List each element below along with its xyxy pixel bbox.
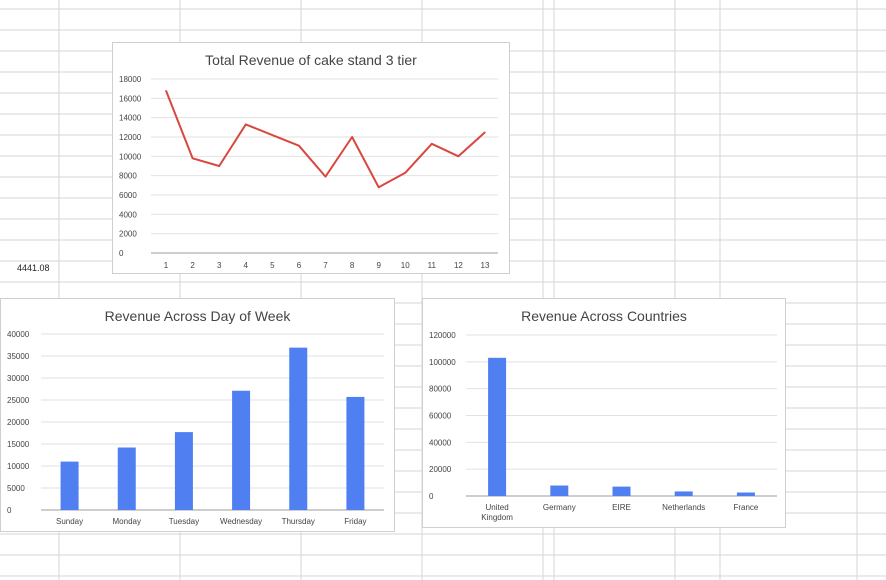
line-chart-y-tick-label: 14000 bbox=[119, 114, 142, 123]
day-chart-bar bbox=[60, 461, 79, 510]
line-chart-y-tick-label: 18000 bbox=[119, 75, 142, 84]
line-chart-y-tick-label: 4000 bbox=[119, 210, 137, 219]
line-chart-x-tick-label: 7 bbox=[323, 261, 328, 270]
day-chart-bar bbox=[289, 347, 308, 510]
line-chart-x-tick-label: 6 bbox=[297, 261, 302, 270]
day-chart-y-tick-label: 0 bbox=[7, 506, 12, 515]
country-chart-bar bbox=[674, 491, 693, 496]
country-chart-x-tick-label: France bbox=[733, 503, 758, 512]
line-chart-series-line bbox=[165, 90, 486, 189]
country-chart-x-tick-label: United Kingdom bbox=[481, 503, 513, 522]
line-chart-x-tick-label: 3 bbox=[217, 261, 222, 270]
line-chart-y-tick-label: 2000 bbox=[119, 230, 137, 239]
country-chart-bar bbox=[736, 492, 755, 496]
line-chart-point bbox=[324, 176, 327, 178]
line-chart-y-tick-label: 0 bbox=[119, 249, 124, 258]
day-chart-y-tick-label: 10000 bbox=[7, 462, 30, 471]
day-chart-y-tick-label: 15000 bbox=[7, 440, 30, 449]
day-chart-y-tick-label: 35000 bbox=[7, 352, 30, 361]
line-chart-x-tick-label: 9 bbox=[376, 261, 381, 270]
country-chart-x-tick-label: Netherlands bbox=[662, 503, 705, 512]
line-chart-y-tick-label: 12000 bbox=[119, 133, 142, 142]
country-chart-bar bbox=[612, 486, 631, 496]
day-chart-y-tick-label: 5000 bbox=[7, 484, 25, 493]
line-chart-x-tick-label: 8 bbox=[350, 261, 355, 270]
day-chart-y-tick-label: 20000 bbox=[7, 418, 30, 427]
line-chart-panel[interactable]: Total Revenue of cake stand 3 tier 0 2000… bbox=[112, 42, 510, 274]
day-chart-bar bbox=[117, 447, 136, 510]
line-chart-point bbox=[378, 186, 380, 188]
line-chart: 0 2000 4000 6000 8000 10000 12000 14000 16000 180… bbox=[119, 75, 498, 270]
day-chart-x-tick-label: Tuesday bbox=[169, 517, 199, 526]
line-chart-point bbox=[431, 143, 433, 145]
country-chart-bar bbox=[550, 485, 569, 496]
day-chart-x-tick-label: Sunday bbox=[56, 517, 83, 526]
day-chart-y-tick-label: 25000 bbox=[7, 396, 30, 405]
day-chart-bar bbox=[346, 396, 365, 510]
cell-value[interactable]: 4441.08 bbox=[17, 263, 50, 273]
line-chart-point bbox=[165, 90, 167, 92]
line-chart-point bbox=[191, 157, 194, 159]
country-chart-y-tick-label: 80000 bbox=[429, 385, 452, 394]
country-chart-x-tick-label: EIRE bbox=[612, 503, 631, 512]
line-chart-y-tick-label: 6000 bbox=[119, 191, 137, 200]
country-chart-y-tick-label: 0 bbox=[429, 492, 434, 501]
line-chart-y-tick-label: 10000 bbox=[119, 152, 142, 161]
line-chart-y-tick-label: 8000 bbox=[119, 172, 137, 181]
line-chart-point bbox=[245, 123, 247, 126]
country-chart-bar bbox=[488, 357, 507, 496]
line-chart-x-tick-label: 2 bbox=[190, 261, 195, 270]
day-of-week-chart-panel[interactable]: Revenue Across Day of Week 0 5000 10000 150… bbox=[0, 298, 395, 532]
day-chart-x-tick-label: Monday bbox=[113, 517, 141, 526]
line-chart-point bbox=[457, 155, 460, 157]
line-chart-x-tick-label: 5 bbox=[270, 261, 275, 270]
day-chart-title: Revenue Across Day of Week bbox=[104, 308, 291, 324]
country-bar-chart: 0 20000 40000 60000 80000 100000 120000 United K… bbox=[429, 331, 777, 522]
country-chart-x-tick-label: Germany bbox=[543, 503, 576, 512]
line-chart-point bbox=[271, 134, 273, 136]
country-chart-y-tick-label: 60000 bbox=[429, 412, 452, 421]
line-chart-x-tick-label: 12 bbox=[454, 261, 463, 270]
day-chart-x-tick-label: Friday bbox=[344, 517, 366, 526]
day-chart-x-tick-label: Thursday bbox=[282, 517, 315, 526]
country-chart-title: Revenue Across Countries bbox=[521, 308, 687, 324]
line-chart-point bbox=[351, 136, 353, 138]
line-chart-point bbox=[298, 145, 300, 147]
line-chart-x-tick-label: 4 bbox=[244, 261, 249, 270]
line-chart-x-tick-label: 10 bbox=[401, 261, 410, 270]
day-chart-bar bbox=[174, 432, 193, 510]
country-chart-y-tick-label: 20000 bbox=[429, 465, 452, 474]
line-chart-point bbox=[218, 165, 220, 167]
country-chart-y-tick-label: 120000 bbox=[429, 331, 456, 340]
day-of-week-bar-chart: 0 5000 10000 15000 20000 25000 30000 35000 40000… bbox=[7, 330, 384, 526]
line-chart-y-tick-label: 16000 bbox=[119, 94, 142, 103]
day-chart-bar bbox=[232, 390, 251, 510]
day-chart-y-tick-label: 40000 bbox=[7, 330, 30, 339]
line-chart-point bbox=[484, 131, 486, 133]
day-chart-x-tick-label: Wednesday bbox=[220, 517, 262, 526]
country-chart-y-tick-label: 100000 bbox=[429, 358, 456, 367]
country-chart-panel[interactable]: Revenue Across Countries 0 20000 40000 6000… bbox=[422, 298, 786, 528]
day-chart-y-tick-label: 30000 bbox=[7, 374, 30, 383]
line-chart-x-tick-label: 11 bbox=[428, 261, 437, 270]
line-chart-x-tick-label: 1 bbox=[164, 261, 169, 270]
line-chart-point bbox=[404, 172, 406, 174]
line-chart-title: Total Revenue of cake stand 3 tier bbox=[205, 52, 417, 68]
line-chart-x-tick-label: 13 bbox=[481, 261, 490, 270]
country-chart-y-tick-label: 40000 bbox=[429, 438, 452, 447]
